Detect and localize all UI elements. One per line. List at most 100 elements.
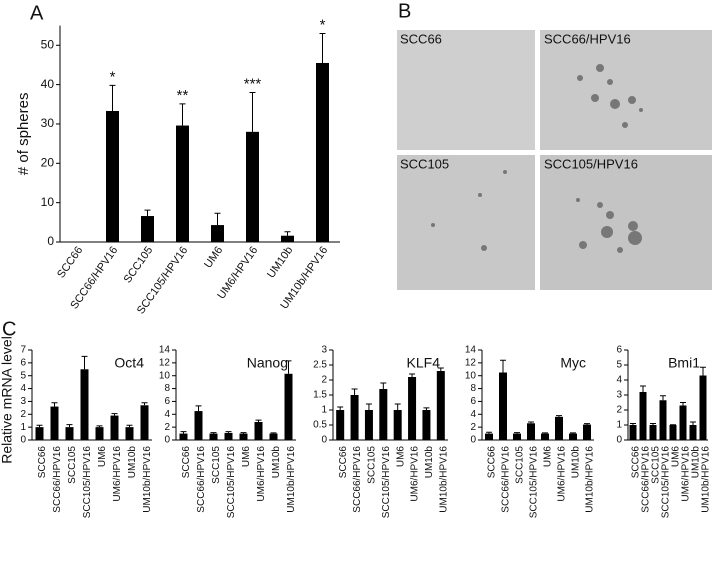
y-tick-label: 2 [164,422,170,433]
chart-title: Myc [560,355,586,371]
x-tick-label: SCC66/HPV16 [196,446,207,513]
error-bar [365,403,372,410]
y-tick-label: 3 [321,345,327,356]
panel-label: B [398,0,411,22]
error-bar [380,382,387,389]
x-tick-label: UM10b/HPV16 [142,446,153,513]
error-bar [141,402,148,406]
x-tick-label: SCC66 [487,446,498,479]
x-tick-label: SCC105 [122,245,156,286]
bar [176,125,189,242]
error-bar [394,403,401,410]
x-tick-label: UM10b/HPV16 [438,446,449,513]
significance-label: * [320,16,326,33]
x-tick-label: UM10b [691,446,702,479]
error-bar [542,432,548,434]
micrograph [397,155,535,290]
y-tick-label: 1 [616,420,622,431]
x-tick-label: UM6/HPV16 [112,446,123,502]
panel-label: A [30,2,44,24]
error-bar [51,402,58,407]
error-bar [210,432,217,434]
image-label: SCC105/HPV16 [544,156,638,171]
y-tick-label: 14 [159,345,171,356]
bar [629,425,637,440]
y-tick-label: 50 [41,37,55,51]
x-tick-label: UM10b/HPV16 [286,446,297,513]
x-tick-label: UM10b [571,446,582,479]
x-tick-label: SCC105 [651,446,662,484]
y-tick-label: 1.5 [313,390,327,401]
bar [699,375,707,440]
bar [659,400,667,440]
bar [281,235,294,242]
y-tick-label: 0 [470,435,476,446]
x-tick-label: SCC66/HPV16 [352,446,363,513]
error-bar [270,432,277,434]
x-tick-label: SCC105/HPV16 [661,446,672,519]
y-tick-label: 5 [20,370,26,381]
bar [80,369,89,440]
error-bar [66,424,73,428]
y-axis-label: # of spheres [15,93,32,176]
y-tick-label: 2.5 [313,360,327,371]
error-bar [584,423,590,425]
bar [141,216,154,242]
chart-title: KLF4 [407,355,441,371]
x-tick-label: SCC105/HPV16 [226,446,237,519]
error-bar [630,423,636,425]
x-tick-label: SCC66 [37,446,48,479]
bar [106,110,119,242]
error-bar [690,421,696,425]
bar [649,425,657,440]
y-tick-label: 14 [465,345,477,356]
error-bar [486,431,492,434]
x-tick-label: UM6 [395,446,406,468]
bar [379,389,388,440]
bar [125,427,134,440]
bar [254,422,263,440]
bar [224,432,233,440]
y-tick-label: 0 [321,435,327,446]
x-tick-label: UM10b/HPV16 [701,446,712,513]
error-bar [500,359,506,373]
error-bar [660,395,666,401]
micrograph [540,155,712,290]
error-bar [36,424,43,428]
y-tick-label: 2 [470,422,476,433]
error-bar [423,407,430,410]
y-tick-label: 3 [616,390,622,401]
image-label: SCC66 [400,31,442,46]
error-bar [195,405,202,412]
y-tick-label: 3 [20,396,26,407]
bar [209,433,218,440]
y-tick-label: 6 [470,396,476,407]
bar [246,131,259,242]
y-tick-label: 30 [41,116,55,130]
error-bar [126,424,133,428]
error-bar [319,32,326,63]
micrographs [397,30,712,290]
bar [408,377,417,440]
y-tick-label: 0 [616,435,622,446]
y-tick-label: 10 [159,370,171,381]
y-tick-label: 2 [616,405,622,416]
y-tick-label: 0.5 [313,420,327,431]
x-tick-label: SCC105 [67,446,78,484]
bar [110,415,119,440]
error-bar [409,373,416,377]
error-bar [514,432,520,434]
y-tick-label: 8 [164,383,170,394]
significance-label: ** [177,87,189,104]
bar [364,410,373,440]
x-tick-label: UM6 [671,446,682,468]
bar [350,395,359,440]
micrograph [540,30,712,150]
bar [211,225,224,242]
bar [583,424,591,440]
bar [50,406,59,440]
error-bar [285,360,292,374]
error-bar [351,388,358,395]
bar [669,425,677,440]
